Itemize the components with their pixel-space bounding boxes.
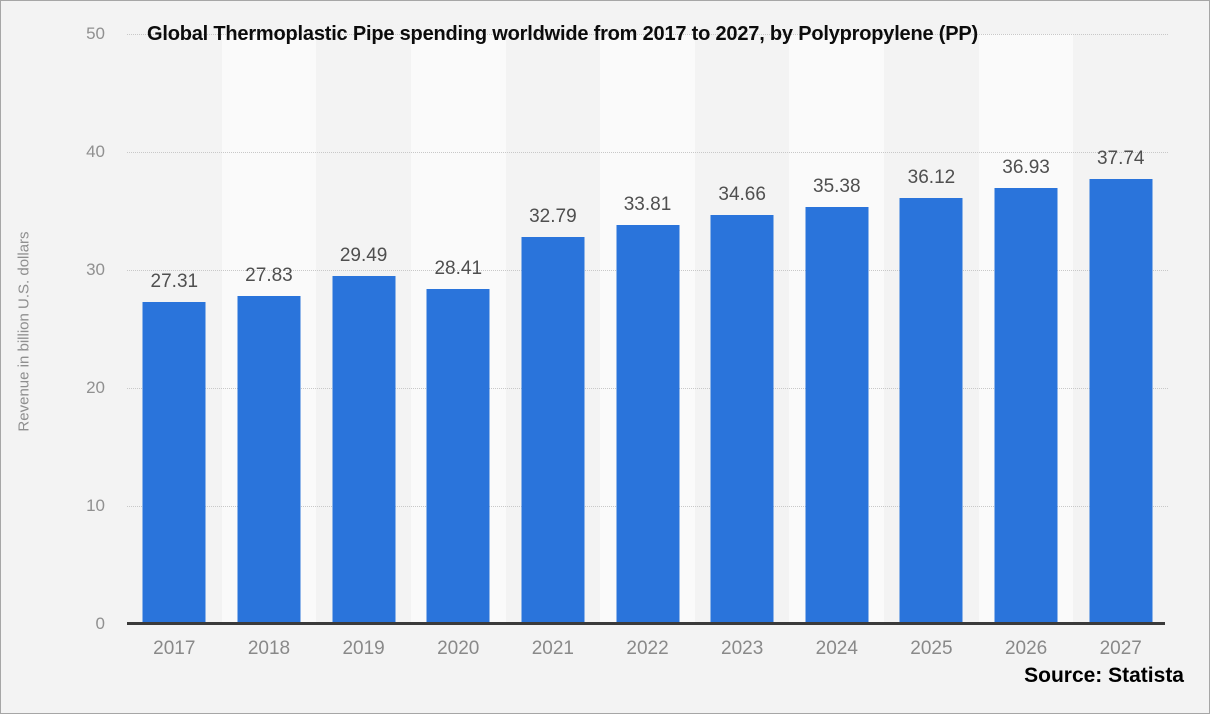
gridline [127,152,1168,153]
value-label: 36.93 [1002,157,1050,179]
bar-2017 [142,301,206,624]
bar-2018 [237,295,301,624]
y-tick-label: 10 [86,496,105,515]
value-label: 33.81 [623,194,672,216]
x-tick-label: 2024 [815,638,858,659]
y-tick-label: 40 [86,142,105,161]
bar-2026 [994,188,1058,624]
y-axis-title: Revenue in billion U.S. dollars [15,231,33,432]
x-axis-tick-labels: 2017 2018 2019 2020 2021 2022 2023 2024 2025 2026… [127,637,1168,661]
bar-2019 [332,276,396,624]
y-tick-label: 50 [86,24,105,43]
value-label: 28.41 [434,257,483,279]
value-label: 32.79 [529,206,577,228]
x-tick-label: 2017 [153,638,196,659]
x-tick-label: 2018 [247,638,291,659]
x-tick-label: 2025 [910,638,953,659]
x-axis-line [127,622,1165,625]
chart-title: Global Thermoplastic Pipe spending world… [147,23,978,45]
x-tick-label: 2021 [531,638,575,659]
bar-2023 [710,215,774,624]
column-band: 35.38 [789,34,885,624]
value-label: 37.74 [1096,147,1145,169]
value-label: 29.49 [339,245,388,267]
column-band: 36.93 [978,34,1074,624]
x-tick-label: 2026 [1004,638,1048,659]
y-tick-label: 30 [86,260,105,279]
column-band: 37.74 [1073,34,1168,624]
plot-area: 27.31 27.83 29.49 28.41 32.79 33.81 34.66 35.38… [127,34,1168,624]
x-tick-label: 2022 [626,638,669,659]
column-band: 36.12 [884,34,979,624]
bar-2020 [426,288,490,624]
bar-2022 [616,225,680,624]
column-band: 29.49 [316,34,411,624]
column-band: 27.31 [127,34,222,624]
source-label: Source: Statista [1024,664,1184,687]
y-tick-label: 20 [86,378,105,397]
bar-2024 [805,206,869,624]
value-label: 36.12 [907,166,956,188]
value-label: 35.38 [813,175,861,197]
x-tick-label: 2019 [342,638,385,659]
bar-2025 [899,197,963,624]
column-band: 28.41 [410,34,506,624]
x-tick-label: 2023 [721,638,764,659]
column-band: 32.79 [506,34,601,624]
value-label: 34.66 [718,184,766,206]
gridline [127,34,1168,35]
bar-2027 [1089,178,1153,624]
value-label: 27.83 [245,264,293,286]
bar-2021 [521,237,585,624]
y-tick-label: 0 [95,614,105,633]
value-label: 27.31 [150,270,199,292]
column-band: 27.83 [221,34,317,624]
x-tick-label: 2027 [1099,638,1142,659]
column-band: 33.81 [600,34,695,624]
x-tick-label: 2020 [437,638,480,659]
column-band: 34.66 [695,34,790,624]
